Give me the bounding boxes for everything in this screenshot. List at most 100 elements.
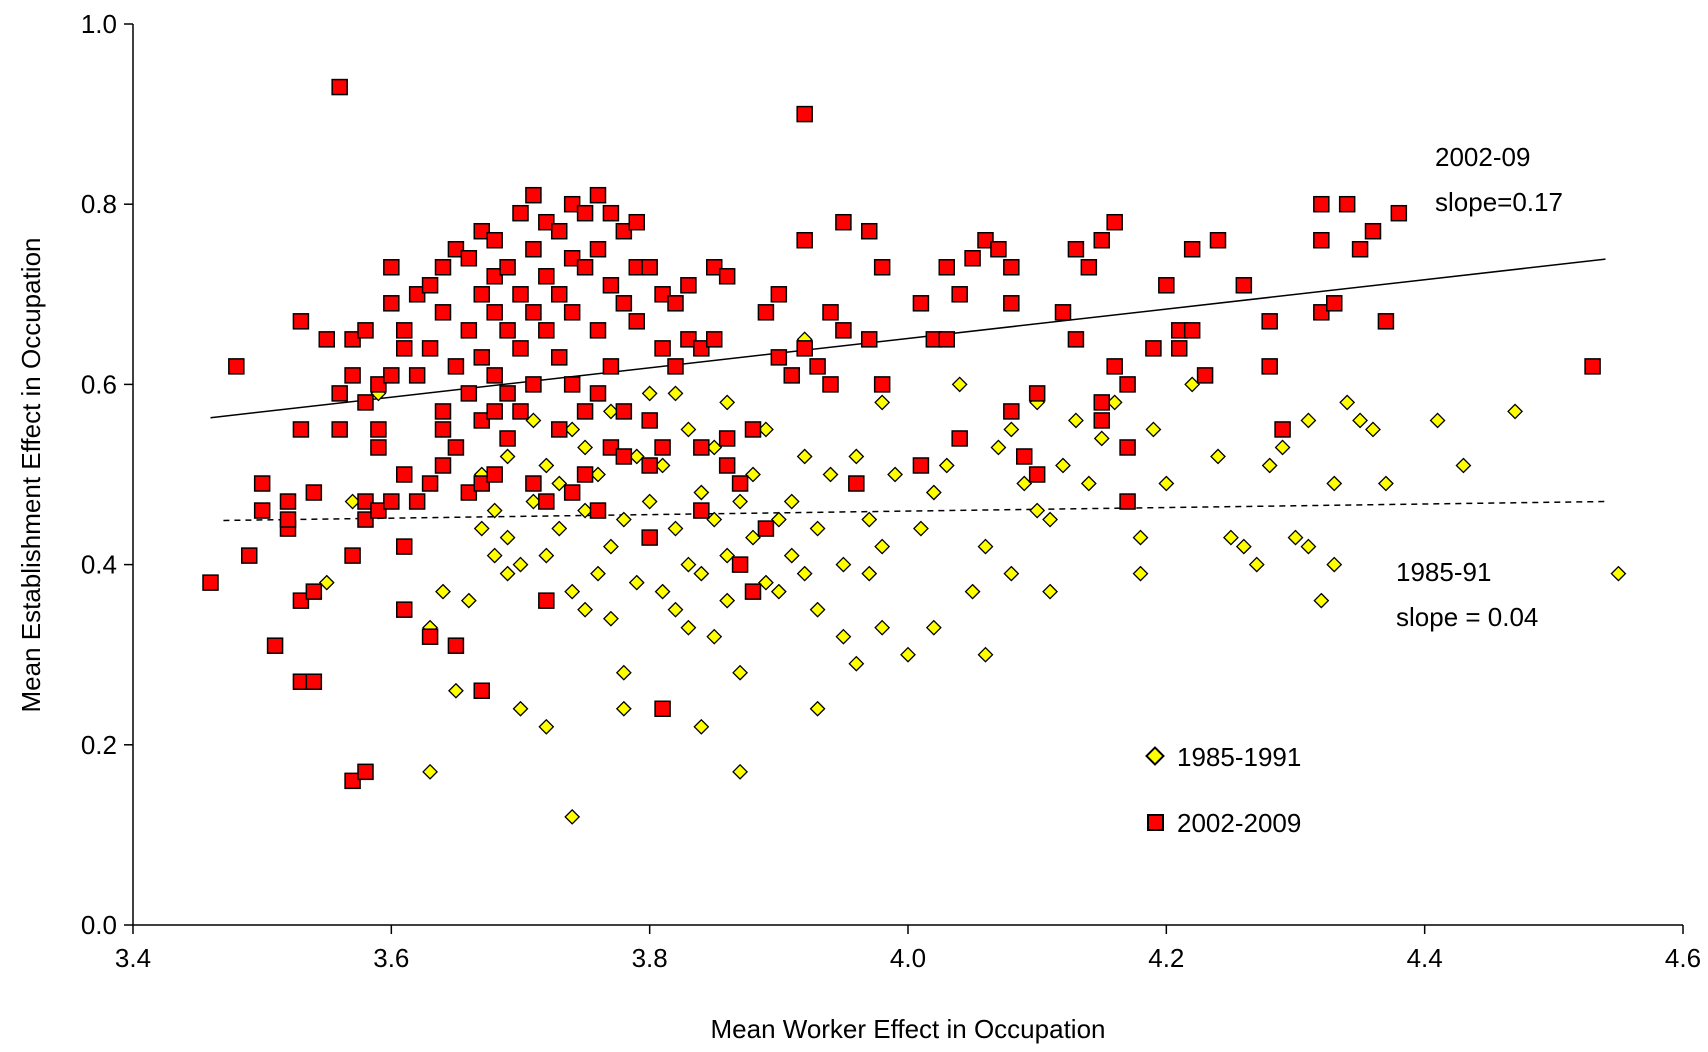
point-2002-2009 (434, 457, 452, 474)
point-2002-2009 (292, 313, 310, 330)
point-2002-2009 (615, 222, 633, 240)
point-2002-2009 (1119, 493, 1136, 510)
point-2002-2009 (938, 331, 955, 348)
point-2002-2009 (912, 295, 930, 312)
point-1985-1991 (654, 583, 671, 600)
x-tick-label: 4.0 (890, 943, 926, 973)
point-2002-2009 (1183, 241, 1201, 258)
fit-lines (210, 258, 1606, 522)
point-1985-1991 (1429, 412, 1446, 429)
point-2002-2009 (835, 213, 852, 231)
point-2002-2009 (228, 358, 245, 375)
point-2002-2009 (460, 322, 478, 339)
point-1985-1991 (732, 664, 749, 681)
point-2002-2009 (344, 331, 361, 348)
point-2002-2009 (964, 250, 981, 267)
point-1985-1991 (1352, 412, 1369, 429)
point-2002-2009 (641, 412, 658, 429)
point-1985-1991 (473, 520, 490, 537)
point-2002-2009 (1313, 231, 1330, 249)
point-2002-2009 (757, 304, 775, 321)
point-2002-2009 (1171, 340, 1188, 357)
point-2002-2009 (1054, 304, 1072, 321)
point-1985-1991 (538, 457, 555, 474)
point-1985-1991 (641, 493, 658, 510)
point-1985-1991 (874, 619, 891, 636)
point-2002-2009 (718, 430, 736, 447)
point-1985-1991 (667, 520, 684, 537)
point-2002-2009 (1028, 385, 1046, 402)
point-2002-2009 (383, 259, 400, 276)
legend: 1985-1991 2002-2009 (1145, 742, 1301, 838)
point-2002-2009 (938, 259, 955, 276)
point-1985-1991 (1158, 475, 1175, 492)
point-2002-2009 (576, 403, 594, 420)
point-2002-2009 (1313, 195, 1330, 213)
point-2002-2009 (563, 376, 581, 393)
point-2002-2009 (718, 268, 736, 285)
point-2002-2009 (848, 475, 865, 492)
point-2002-2009 (486, 231, 503, 249)
point-1985-1991 (964, 583, 981, 600)
point-2002-2009 (1003, 295, 1020, 312)
point-2002-2009 (396, 340, 413, 357)
point-2002-2009 (1377, 313, 1395, 330)
point-1985-1991 (499, 448, 516, 465)
point-2002-2009 (344, 367, 361, 384)
point-2002-2009 (396, 601, 413, 618)
point-2002-2009 (421, 475, 439, 492)
point-2002-2009 (576, 259, 594, 276)
point-1985-1991 (783, 547, 800, 564)
point-1985-1991 (1326, 556, 1343, 573)
point-1985-1991 (422, 763, 439, 780)
point-2002-2009 (615, 448, 633, 465)
point-2002-2009 (654, 439, 671, 456)
point-2002-2009 (589, 241, 607, 258)
point-1985-1991 (538, 547, 555, 564)
point-1985-1991 (1455, 457, 1472, 474)
point-2002-2009 (331, 78, 348, 96)
point-1985-1991 (874, 394, 891, 411)
point-2002-2009 (538, 493, 555, 510)
point-2002-2009 (1145, 340, 1162, 357)
point-2002-2009 (344, 547, 361, 564)
point-2002-2009 (731, 556, 749, 573)
annotation-2002-09-slope: slope=0.17 (1435, 187, 1563, 217)
point-2002-2009 (602, 439, 620, 456)
point-2002-2009 (408, 493, 426, 510)
point-2002-2009 (525, 186, 542, 204)
point-2002-2009 (822, 304, 839, 321)
point-1985-1991 (912, 520, 929, 537)
point-2002-2009 (809, 358, 826, 375)
point-1985-1991 (1300, 538, 1317, 555)
point-2002-2009 (512, 403, 529, 420)
point-2002-2009 (447, 241, 465, 258)
point-2002-2009 (654, 286, 671, 303)
point-1985-1991 (486, 547, 503, 564)
point-1985-1991 (822, 466, 839, 483)
point-2002-2009 (396, 466, 413, 483)
point-2002-2009 (318, 331, 335, 348)
x-tick-label: 4.4 (1407, 943, 1443, 973)
point-2002-2009 (1183, 322, 1201, 339)
point-1985-1991 (848, 655, 865, 672)
point-1985-1991 (887, 466, 904, 483)
point-1985-1991 (977, 646, 994, 663)
point-2002-2009 (279, 493, 297, 510)
point-1985-1991 (719, 547, 736, 564)
legend-marker-1985-1991 (1145, 746, 1165, 766)
point-2002-2009 (1028, 466, 1046, 483)
point-1985-1991 (1365, 421, 1381, 438)
point-2002-2009 (822, 376, 839, 393)
point-1985-1991 (564, 583, 581, 600)
point-2002-2009 (1338, 195, 1356, 213)
point-2002-2009 (1584, 358, 1601, 375)
point-2002-2009 (770, 349, 788, 366)
point-2002-2009 (744, 421, 762, 438)
point-2002-2009 (512, 340, 529, 357)
point-2002-2009 (344, 772, 361, 790)
point-2002-2009 (331, 421, 348, 438)
point-2002-2009 (1158, 277, 1175, 294)
point-2002-2009 (421, 340, 439, 357)
